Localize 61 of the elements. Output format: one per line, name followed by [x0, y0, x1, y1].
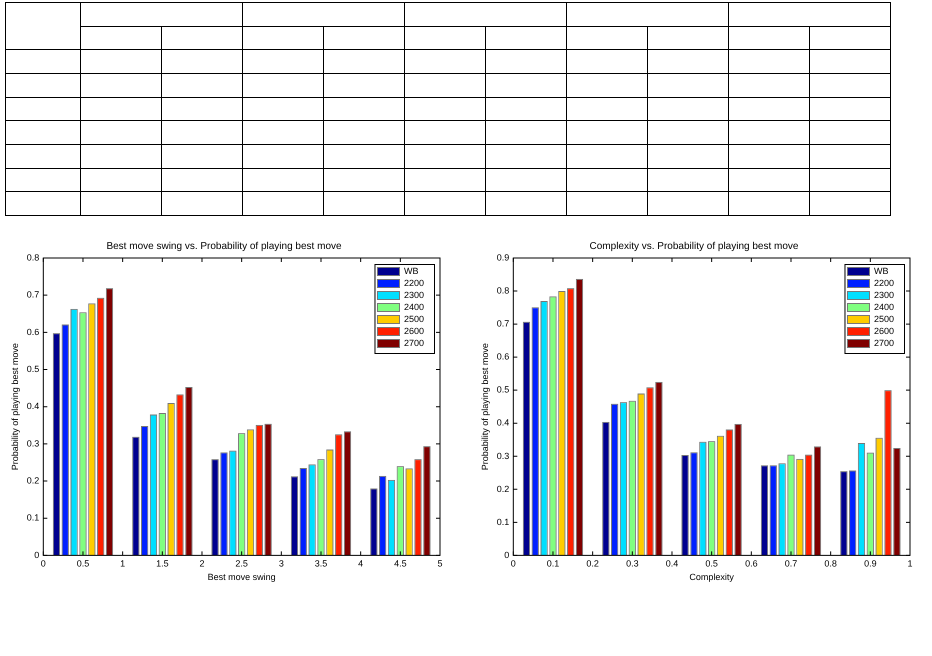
y-tick-label: 0.2: [496, 484, 510, 494]
y-tick-label: 0.7: [496, 318, 510, 329]
y-tick-label: 0.6: [496, 352, 510, 362]
legend-label: 2200: [404, 278, 424, 288]
x-axis-title: Complexity: [689, 572, 734, 582]
y-tick-label: 0: [34, 550, 40, 560]
legend-label: 2400: [874, 302, 894, 312]
legend-label: 2200: [874, 278, 894, 288]
x-tick-label: 0.6: [745, 558, 758, 568]
x-tick-label: 0.1: [546, 558, 560, 568]
x-tick-label: 1: [907, 558, 913, 568]
y-tick-label: 0.1: [26, 512, 40, 523]
y-tick-label: 0.6: [26, 326, 40, 337]
y-tick-label: 0.5: [496, 384, 510, 395]
legend-label: 2300: [874, 290, 894, 300]
y-tick-label: 0.4: [496, 418, 510, 428]
x-tick-label: 2.5: [235, 558, 248, 568]
x-tick-label: 0.5: [76, 558, 90, 568]
y-axis-title: Probability of playing best move: [480, 343, 490, 470]
y-tick-label: 0: [504, 550, 510, 560]
y-tick-label: 0.7: [26, 290, 40, 300]
x-tick-label: 4.5: [394, 558, 407, 568]
legend-label: WB: [404, 266, 418, 276]
x-axis-title: Best move swing: [208, 572, 276, 582]
x-tick-label: 2: [199, 558, 204, 568]
x-tick-label: 1: [120, 558, 126, 568]
legend-label: 2700: [404, 338, 424, 348]
x-tick-label: 0.4: [666, 558, 678, 568]
legend-label: 2500: [404, 314, 424, 324]
x-tick-label: 3.5: [314, 558, 328, 568]
y-tick-label: 0.4: [26, 401, 40, 412]
x-tick-label: 0.8: [824, 558, 837, 568]
x-tick-label: 0.3: [626, 558, 639, 568]
legend-label: 2600: [404, 326, 424, 336]
x-tick-label: 0.7: [784, 558, 798, 568]
x-tick-label: 4: [358, 558, 364, 568]
x-tick-label: 5: [437, 558, 443, 568]
legend-label: 2400: [404, 302, 424, 312]
chart-title: Complexity vs. Probability of playing best move: [590, 240, 799, 252]
y-axis-title: Probability of playing best move: [10, 343, 20, 470]
y-tick-label: 0.5: [26, 364, 40, 374]
legend-label: 2700: [874, 338, 894, 348]
legend-label: 2600: [874, 326, 894, 336]
y-tick-label: 0.8: [26, 252, 40, 262]
x-tick-label: 0.2: [586, 558, 599, 568]
y-tick-label: 0.1: [496, 516, 510, 527]
x-tick-label: 3: [278, 558, 284, 568]
y-tick-label: 0.3: [496, 450, 510, 461]
legend-label: 2300: [404, 290, 424, 300]
x-tick-label: 0.9: [864, 558, 877, 568]
y-tick-label: 0.3: [26, 438, 40, 448]
y-tick-label: 0.9: [496, 252, 510, 262]
y-tick-label: 0.8: [496, 286, 510, 296]
x-tick-label: 0: [40, 558, 46, 568]
x-tick-label: 0: [510, 558, 516, 568]
y-tick-label: 0.2: [26, 476, 40, 486]
legend-label: WB: [874, 266, 888, 276]
x-tick-label: 1.5: [156, 558, 169, 568]
legend-label: 2500: [874, 314, 894, 324]
x-tick-label: 0.5: [705, 558, 718, 568]
chart-title: Best move swing vs. Probability of playing best move: [106, 240, 342, 252]
